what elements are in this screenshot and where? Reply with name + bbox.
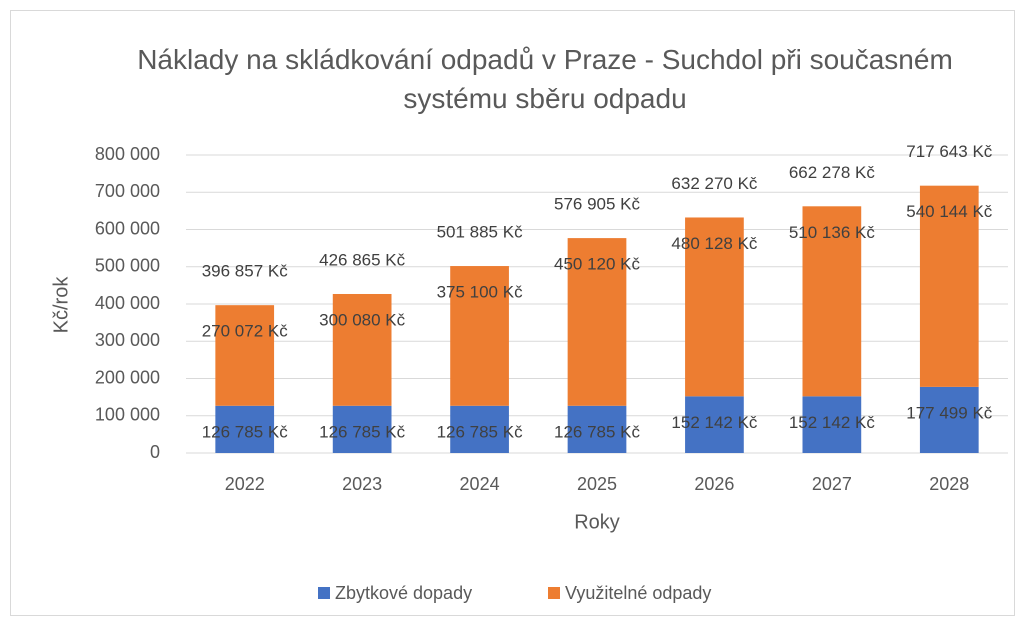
x-tick-label: 2023 <box>342 474 382 494</box>
bar-segment <box>215 305 275 406</box>
data-label: 270 072 Kč <box>202 322 289 341</box>
data-label: 540 144 Kč <box>906 202 993 221</box>
y-tick-label: 300 000 <box>95 330 160 350</box>
y-axis-label: Kč/rok <box>50 276 72 334</box>
data-label: 126 785 Kč <box>319 422 406 441</box>
data-label: 152 142 Kč <box>789 413 876 432</box>
y-tick-label: 500 000 <box>95 256 160 276</box>
x-tick-label: 2027 <box>812 474 852 494</box>
bar-segment <box>567 405 627 453</box>
bar-segment <box>450 405 509 453</box>
bar-segment <box>450 266 509 406</box>
data-label: 450 120 Kč <box>554 255 641 274</box>
data-label: 126 785 Kč <box>437 422 524 441</box>
data-label: 152 142 Kč <box>671 413 758 432</box>
x-tick-label: 2022 <box>225 474 265 494</box>
data-label: 480 128 Kč <box>671 234 758 253</box>
y-tick-label: 0 <box>150 442 160 462</box>
y-tick-label: 400 000 <box>95 293 160 313</box>
bar-segment <box>919 185 979 387</box>
legend-label: Zbytkové dopady <box>335 583 472 603</box>
total-label: 632 270 Kč <box>671 174 758 193</box>
y-tick-label: 200 000 <box>95 367 160 387</box>
x-tick-label: 2024 <box>460 474 500 494</box>
legend-swatch <box>548 587 560 599</box>
data-label: 126 785 Kč <box>554 422 641 441</box>
x-tick-label: 2025 <box>577 474 617 494</box>
total-label: 501 885 Kč <box>437 223 524 242</box>
total-label: 396 857 Kč <box>202 262 289 281</box>
bar-segment <box>802 396 862 453</box>
legend-label: Využitelné odpady <box>565 583 711 603</box>
chart-title: Náklady na skládkování odpadů v Praze - … <box>137 44 953 114</box>
data-label: 510 136 Kč <box>789 223 876 242</box>
total-label: 662 278 Kč <box>789 163 876 182</box>
data-label: 375 100 Kč <box>437 283 524 302</box>
bar-segment <box>332 293 392 406</box>
bar-segment <box>567 238 627 406</box>
bar-segment <box>802 206 862 397</box>
total-label: 426 865 Kč <box>319 250 406 269</box>
data-label: 300 080 Kč <box>319 310 406 329</box>
bar-segment <box>685 396 744 453</box>
x-axis-label: Roky <box>574 511 620 533</box>
y-tick-label: 100 000 <box>95 405 160 425</box>
y-tick-label: 600 000 <box>95 218 160 238</box>
x-tick-label: 2028 <box>929 474 969 494</box>
total-label: 717 643 Kč <box>906 142 993 161</box>
bar-segment <box>685 217 744 397</box>
legend-swatch <box>318 587 330 599</box>
data-label: 177 499 Kč <box>906 403 993 422</box>
bar-segment <box>215 405 275 453</box>
y-tick-label: 800 000 <box>95 144 160 164</box>
bar-segment <box>919 386 979 453</box>
total-label: 576 905 Kč <box>554 195 641 214</box>
y-tick-label: 700 000 <box>95 181 160 201</box>
data-label: 126 785 Kč <box>202 422 289 441</box>
x-tick-label: 2026 <box>694 474 734 494</box>
bar-segment <box>332 405 392 453</box>
